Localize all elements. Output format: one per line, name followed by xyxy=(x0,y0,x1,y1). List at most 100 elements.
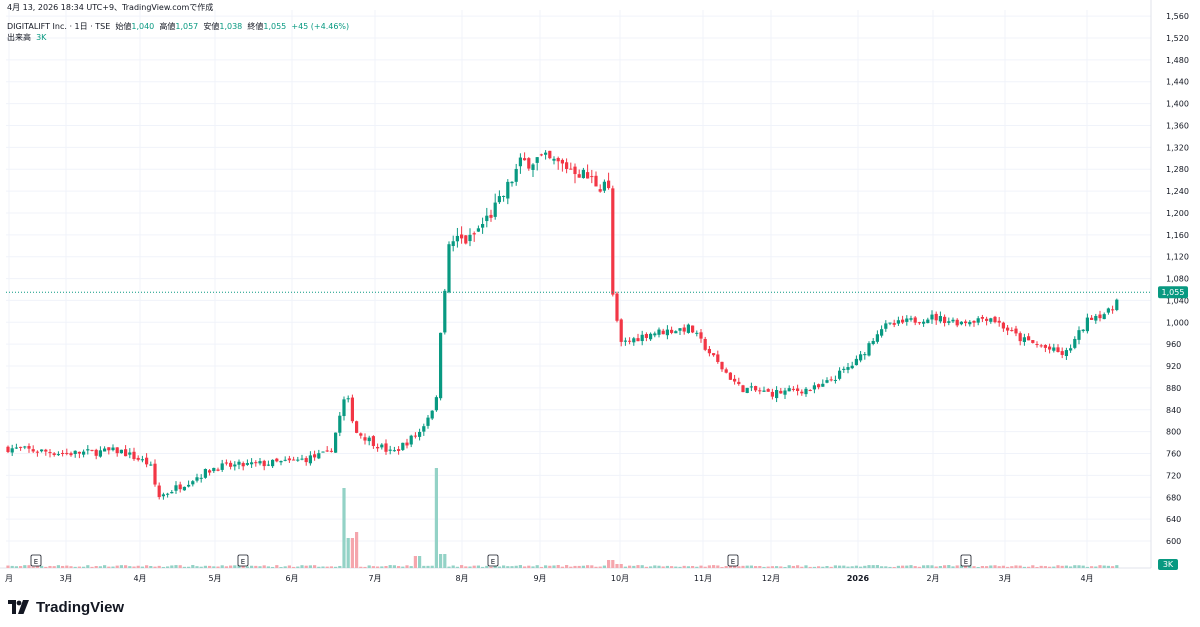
volume-bar xyxy=(31,566,35,568)
candle-body xyxy=(523,158,527,161)
candle-body xyxy=(607,180,611,189)
volume-bar xyxy=(741,565,745,568)
candle-body xyxy=(901,319,905,323)
y-tick-label: 1,520 xyxy=(1166,34,1189,43)
volume-bar xyxy=(44,566,48,568)
volume-bar xyxy=(527,565,531,568)
volume-bar xyxy=(86,565,90,568)
volume-bar xyxy=(758,565,762,568)
volume-bar xyxy=(1056,565,1060,568)
y-tick-label: 960 xyxy=(1166,340,1181,349)
candle-body xyxy=(934,313,938,321)
candle-body xyxy=(1102,314,1106,320)
volume-bar xyxy=(119,565,123,568)
last-price-badge xyxy=(1158,286,1188,299)
candle-body xyxy=(35,451,39,453)
candle-body xyxy=(401,442,405,450)
candle-body xyxy=(506,181,510,199)
candle-body xyxy=(670,329,674,333)
candle-body xyxy=(161,494,165,497)
candle-body xyxy=(44,449,48,452)
candle-body xyxy=(149,464,153,466)
candle-body xyxy=(518,157,522,167)
volume-bar xyxy=(355,532,359,568)
candle-body xyxy=(611,188,615,295)
candle-body xyxy=(384,443,388,452)
volume-bar xyxy=(313,565,317,568)
candle-body xyxy=(208,470,212,473)
candle-body xyxy=(439,332,443,399)
volume-bar xyxy=(258,566,262,568)
candle-body xyxy=(350,397,354,422)
candle-body xyxy=(145,457,149,465)
y-tick-label: 1,360 xyxy=(1166,121,1189,130)
volume-bar xyxy=(964,565,968,568)
change-value: +45 (+4.46%) xyxy=(291,22,350,31)
high-value: 1,057 xyxy=(175,22,199,31)
candle-body xyxy=(388,449,392,451)
volume-bar xyxy=(388,565,392,568)
volume-bar xyxy=(548,565,552,568)
high-label: 高値 xyxy=(159,22,176,31)
candle-body xyxy=(691,325,695,333)
candle-body xyxy=(187,484,191,487)
candle-body xyxy=(766,389,770,392)
volume-bar xyxy=(1060,565,1064,568)
y-tick-label: 1,280 xyxy=(1166,165,1189,174)
candle-body xyxy=(938,316,942,322)
candle-body xyxy=(313,454,317,458)
volume-bar xyxy=(497,566,501,568)
volume-bar xyxy=(905,565,909,568)
candle-body xyxy=(586,172,590,179)
volume-bar xyxy=(409,566,413,568)
candle-body xyxy=(1106,308,1110,313)
volume-bar xyxy=(980,566,984,568)
candle-body xyxy=(926,319,930,324)
volume-bar xyxy=(237,565,241,568)
volume-bar xyxy=(594,566,598,568)
candle-body xyxy=(653,333,657,336)
candle-body xyxy=(166,493,170,495)
volume-bar xyxy=(191,565,195,568)
volume-bar xyxy=(35,565,39,568)
candle-body xyxy=(170,492,174,494)
candle-body xyxy=(409,435,413,445)
candle-body xyxy=(930,314,934,320)
candle-body xyxy=(476,228,480,232)
candle-body xyxy=(346,398,350,400)
volume-bar xyxy=(203,565,207,568)
candle-body xyxy=(527,158,531,169)
candle-body xyxy=(1077,330,1081,340)
candle-body xyxy=(850,365,854,369)
volume-bar xyxy=(61,565,65,568)
y-tick-label: 840 xyxy=(1166,406,1181,415)
volume-bar xyxy=(678,566,682,568)
volume-bar xyxy=(842,565,846,568)
volume-bar xyxy=(649,566,653,568)
volume-bar xyxy=(1043,566,1047,568)
candle-body xyxy=(119,449,123,454)
y-tick-label: 1,160 xyxy=(1166,231,1189,240)
x-tick-label: 月 xyxy=(5,574,13,583)
candle-body xyxy=(229,462,233,467)
candle-body xyxy=(699,332,703,339)
candle-body xyxy=(804,388,808,395)
candle-body xyxy=(325,450,329,452)
volume-bar xyxy=(107,566,111,568)
symbol-title[interactable]: DIGITALIFT Inc. · 1日 · TSE xyxy=(7,22,111,31)
candle-body xyxy=(817,384,821,388)
volume-bar xyxy=(833,565,837,568)
volume-bar xyxy=(376,566,380,568)
candle-body xyxy=(842,368,846,370)
candle-body xyxy=(279,460,283,463)
candle-body xyxy=(1056,347,1060,353)
volume-bar xyxy=(460,565,464,568)
tradingview-brand[interactable]: TradingView xyxy=(8,598,124,616)
volume-bar xyxy=(812,566,816,568)
volume-bar xyxy=(762,566,766,568)
candle-body xyxy=(502,195,506,197)
candle-body xyxy=(56,454,60,456)
y-tick-label: 1,080 xyxy=(1166,275,1189,284)
candle-body xyxy=(556,158,560,162)
